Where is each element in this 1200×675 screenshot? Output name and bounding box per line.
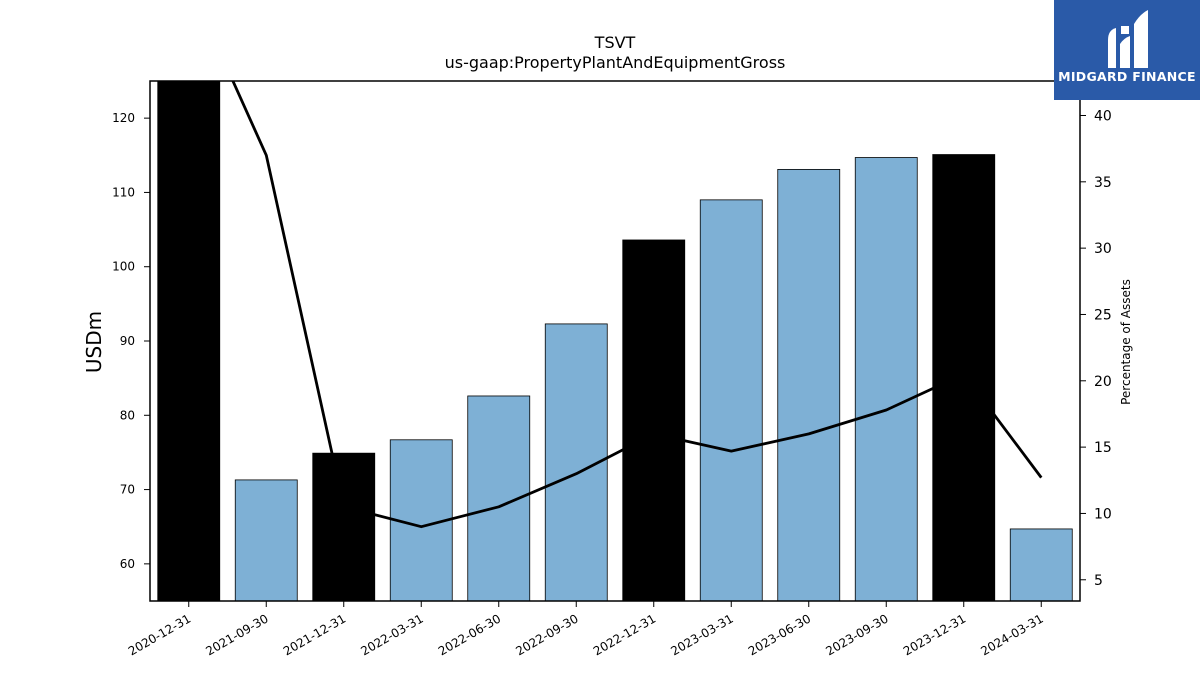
y-tick-label: 120	[112, 111, 135, 125]
logo-mark-icon	[1108, 10, 1148, 68]
bar-2020-12-31	[157, 81, 221, 601]
chart-title: TSVT	[594, 33, 636, 52]
y-tick-label: 90	[120, 334, 135, 348]
x-tick-label: 2022-06-30	[436, 611, 503, 658]
bar-2023-06-30	[777, 168, 841, 601]
y2-tick-label: 25	[1094, 307, 1112, 323]
y-tick-label: 100	[112, 260, 135, 274]
y-tick-label: 60	[120, 557, 135, 571]
x-tick-label: 2024-03-31	[978, 611, 1045, 658]
bar-2023-09-30	[854, 157, 918, 601]
line-group	[231, 81, 1043, 529]
bar-2023-03-31	[699, 199, 763, 601]
bar-2021-09-30	[234, 479, 298, 601]
x-tick-label: 2021-12-31	[281, 611, 348, 658]
x-tick-label: 2023-12-31	[901, 611, 968, 658]
bar-2023-12-31	[932, 154, 996, 601]
y2-tick-label: 15	[1094, 440, 1112, 456]
x-tick-label: 2023-03-31	[668, 611, 735, 658]
x-tick-label: 2023-09-30	[823, 611, 890, 658]
logo-text: MIDGARD FINANCE	[1058, 69, 1196, 84]
chart-subtitle: us-gaap:PropertyPlantAndEquipmentGross	[445, 53, 786, 72]
y2-axis-label: Percentage of Assets	[1119, 279, 1133, 405]
bar-2021-12-31	[312, 452, 376, 601]
x-tick-label: 2022-09-30	[513, 611, 580, 658]
y2-tick-label: 5	[1094, 573, 1103, 589]
y2-tick-label: 35	[1094, 175, 1112, 191]
bar-group	[157, 81, 1073, 601]
bar-2024-03-31	[1009, 528, 1073, 601]
line-series	[231, 81, 1043, 529]
y2-tick-label: 10	[1094, 506, 1112, 522]
x-tick-label: 2020-12-31	[126, 611, 193, 658]
x-tick-label: 2022-03-31	[358, 611, 425, 658]
y2-tick-label: 40	[1094, 108, 1112, 124]
y-tick-label: 70	[120, 483, 135, 497]
bars	[157, 81, 1073, 601]
x-tick-label: 2023-06-30	[746, 611, 813, 658]
logo: MIDGARD FINANCE	[1054, 0, 1200, 100]
percentage-line	[231, 81, 1043, 529]
y-tick-label: 80	[120, 408, 135, 422]
y-tick-label: 110	[112, 185, 135, 199]
bar-2022-12-31	[622, 239, 686, 601]
y2-tick-label: 30	[1094, 241, 1112, 257]
y-axis-label: USDm	[82, 311, 106, 373]
x-tick-label: 2021-09-30	[203, 611, 270, 658]
y2-tick-label: 20	[1094, 374, 1112, 390]
x-tick-label: 2022-12-31	[591, 611, 658, 658]
